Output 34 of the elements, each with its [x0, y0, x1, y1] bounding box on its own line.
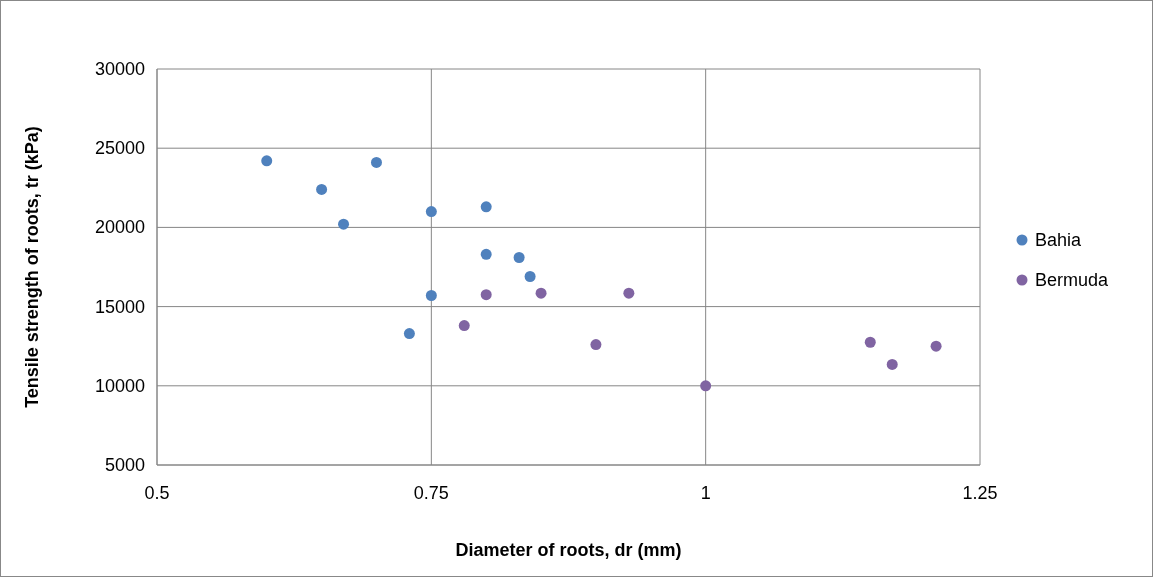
point	[886, 358, 898, 370]
point	[316, 183, 328, 195]
y-tick-label: 25000	[94, 138, 145, 159]
x-tick-label: 1	[700, 483, 711, 503]
y-tick-label: 20000	[94, 217, 145, 238]
point	[535, 287, 547, 299]
point	[480, 201, 492, 213]
point	[480, 289, 492, 301]
y-tick-label: 15000	[94, 296, 145, 317]
point	[425, 290, 437, 302]
point	[403, 328, 415, 340]
point	[261, 155, 273, 167]
point	[623, 287, 635, 299]
point	[513, 252, 525, 263]
point	[864, 336, 876, 348]
point	[370, 156, 382, 168]
point	[930, 340, 942, 352]
point	[458, 320, 470, 332]
legend-label: Bahia	[1035, 230, 1083, 250]
y-tick-label: 5000	[104, 455, 145, 475]
point	[590, 339, 602, 351]
point	[524, 271, 536, 282]
x-tick-label: 0.75	[413, 483, 449, 503]
point	[480, 248, 492, 260]
y-tick-label: 30000	[94, 59, 145, 79]
legend-label: Bermuda	[1035, 270, 1110, 290]
x-axis-title: Diameter of roots, dr (mm)	[455, 540, 682, 560]
x-tick-label: 0.5	[144, 483, 170, 503]
y-tick-label: 10000	[94, 375, 145, 396]
y-axis-title: Tensile strength of roots, tr (kPa)	[22, 126, 42, 408]
point	[338, 218, 350, 230]
point	[700, 380, 712, 392]
x-tick-label: 1.25	[962, 483, 998, 503]
point	[425, 206, 437, 218]
